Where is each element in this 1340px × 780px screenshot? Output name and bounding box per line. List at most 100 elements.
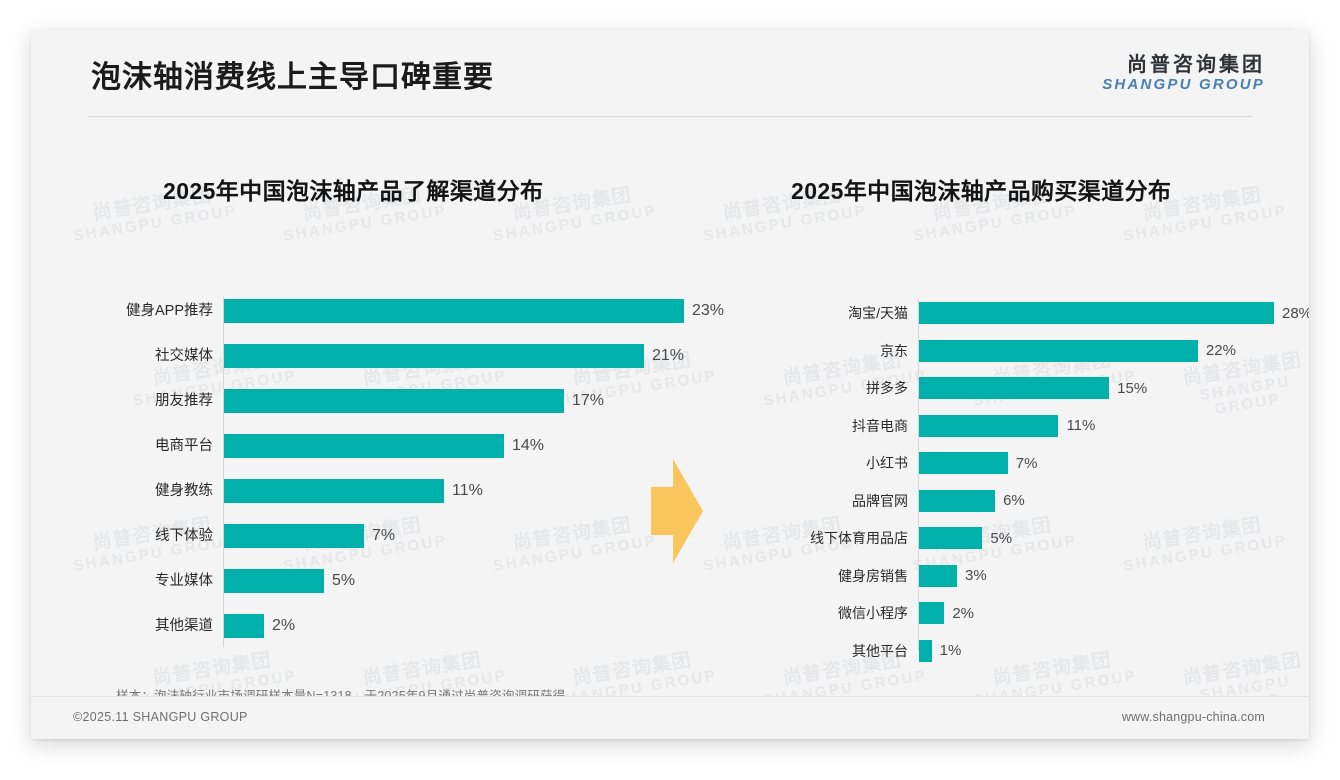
bar-track: 3% (919, 564, 987, 587)
bar-row: 社交媒体 21% (101, 344, 701, 368)
chart-panel-awareness: 2025年中国泡沫轴产品了解渠道分布 健身APP推荐 23% 社交媒体 21% 朋友推荐… (101, 117, 724, 672)
bar-fill (919, 527, 983, 549)
bar-value-label: 15% (1117, 379, 1148, 397)
bar-value-label: 7% (372, 527, 396, 544)
bar-fill (224, 299, 684, 323)
bar-row: 健身教练 11% (101, 479, 701, 503)
bar-fill (919, 414, 1059, 437)
bar-value-label: 17% (572, 392, 605, 409)
bar-fill (919, 602, 945, 624)
bar-track: 17% (224, 389, 604, 413)
bar-category-label: 线下体验 (155, 528, 213, 544)
bar-track: 2% (224, 614, 295, 638)
bar-track: 28% (919, 302, 1309, 324)
bar-fill (919, 302, 1274, 324)
bar-category-label: 健身教练 (155, 483, 213, 499)
bar-fill (224, 344, 644, 368)
bar-row: 小红书 7% (731, 452, 1261, 474)
bar-category-label: 京东 (880, 342, 908, 359)
bar-fill (919, 564, 958, 587)
bar-value-label: 1% (939, 642, 962, 659)
bar-category-label: 抖音电商 (852, 417, 908, 434)
page-title: 泡沫轴消费线上主导口碑重要 (91, 61, 494, 94)
bar-row: 线下体育用品店 5% (731, 527, 1261, 549)
chart-plot-awareness: 健身APP推荐 23% 社交媒体 21% 朋友推荐 17% 电商平台 14% 健身教练 11% 线下… (101, 227, 724, 672)
bar-category-label: 淘宝/天猫 (848, 305, 908, 321)
bar-track: 1% (919, 639, 962, 662)
bar-value-label: 11% (1066, 417, 1096, 434)
bar-value-label: 23% (692, 302, 725, 319)
bar-track: 6% (919, 489, 1025, 512)
bar-fill (224, 569, 324, 593)
brand-name-en: SHANGPU GROUP (1102, 76, 1265, 94)
footer-website[interactable]: www.shangpu-china.com (1121, 710, 1265, 724)
bar-value-label: 7% (1015, 454, 1038, 472)
bar-category-label: 健身房销售 (838, 567, 908, 584)
bar-row: 淘宝/天猫 28% (731, 302, 1309, 324)
bar-track: 2% (919, 602, 974, 624)
bar-value-label: 22% (1205, 342, 1236, 359)
footer-copyright: ©2025.11 SHANGPU GROUP (73, 710, 248, 724)
right-arrow-icon (643, 457, 705, 565)
bar-fill (224, 434, 504, 458)
chart-panel-purchase: 2025年中国泡沫轴产品购买渠道分布 淘宝/天猫 28% 京东 22% 拼多多 15% 抖音… (731, 117, 1309, 672)
bar-value-label: 5% (990, 529, 1013, 547)
bar-value-label: 2% (272, 617, 296, 634)
bar-category-label: 小红书 (866, 455, 908, 471)
bar-category-label: 健身APP推荐 (125, 303, 213, 319)
chart-plot-purchase: 淘宝/天猫 28% 京东 22% 拼多多 15% 抖音电商 11% 小红书 7% 品牌官网 6% 线下体… (731, 227, 1309, 672)
bar-row: 其他平台 1% (731, 639, 1261, 662)
bar-fill (224, 479, 444, 503)
bar-value-label: 11% (452, 482, 483, 499)
bar-category-label: 社交媒体 (155, 348, 213, 364)
bar-category-label: 朋友推荐 (155, 393, 213, 409)
bar-category-label: 线下体育用品店 (810, 530, 908, 546)
bar-category-label: 电商平台 (155, 438, 213, 454)
brand-logo: 尚普咨询集团 SHANGPU GROUP (1102, 54, 1265, 94)
bar-value-label: 3% (965, 567, 987, 584)
bar-row: 其他渠道 2% (101, 614, 701, 638)
charts-container: 2025年中国泡沫轴产品了解渠道分布 健身APP推荐 23% 社交媒体 21% 朋友推荐… (31, 117, 1309, 672)
bar-value-label: 28% (1282, 304, 1309, 322)
bar-fill (224, 524, 364, 548)
bar-category-label: 品牌官网 (852, 492, 908, 509)
bar-track: 7% (224, 524, 395, 548)
bar-category-label: 专业媒体 (155, 573, 213, 589)
bar-value-label: 5% (332, 572, 356, 589)
bar-fill (919, 339, 1198, 362)
bar-category-label: 其他渠道 (155, 618, 213, 634)
bar-row: 健身APP推荐 23% (101, 299, 724, 323)
bar-row: 微信小程序 2% (731, 602, 1261, 624)
chart-axis-line (918, 299, 919, 651)
bar-track: 14% (224, 434, 544, 458)
slide-footer: ©2025.11 SHANGPU GROUP www.shangpu-china… (31, 696, 1309, 739)
bar-fill (919, 452, 1008, 474)
bar-row: 品牌官网 6% (731, 489, 1261, 512)
bar-track: 11% (919, 414, 1096, 437)
bar-track: 7% (919, 452, 1037, 474)
bar-fill (919, 489, 996, 512)
bar-row: 线下体验 7% (101, 524, 701, 548)
slide-header: 泡沫轴消费线上主导口碑重要 尚普咨询集团 SHANGPU GROUP (31, 30, 1309, 117)
bar-track: 23% (224, 299, 724, 323)
bar-row: 朋友推荐 17% (101, 389, 701, 413)
bar-track: 11% (224, 479, 483, 503)
bar-category-label: 其他平台 (852, 642, 908, 659)
bar-fill (919, 639, 932, 662)
bar-row: 京东 22% (731, 339, 1261, 362)
chart-title-awareness: 2025年中国泡沫轴产品了解渠道分布 (163, 178, 544, 204)
bar-track: 21% (224, 344, 684, 368)
bar-value-label: 21% (652, 347, 685, 364)
bar-row: 拼多多 15% (731, 377, 1261, 399)
bar-track: 15% (919, 377, 1147, 399)
bar-fill (224, 614, 264, 638)
bar-row: 健身房销售 3% (731, 564, 1261, 587)
bar-fill (224, 389, 564, 413)
bar-value-label: 14% (512, 437, 545, 454)
chart-axis-line (223, 297, 224, 647)
bar-category-label: 拼多多 (866, 380, 908, 396)
bar-row: 抖音电商 11% (731, 414, 1261, 437)
bar-track: 22% (919, 339, 1236, 362)
chart-title-purchase: 2025年中国泡沫轴产品购买渠道分布 (791, 178, 1172, 204)
slide-card: 尚普咨询集团 SHANGPU GROUP 尚普咨询集团 SHANGPU GROUP 尚普… (31, 30, 1309, 739)
